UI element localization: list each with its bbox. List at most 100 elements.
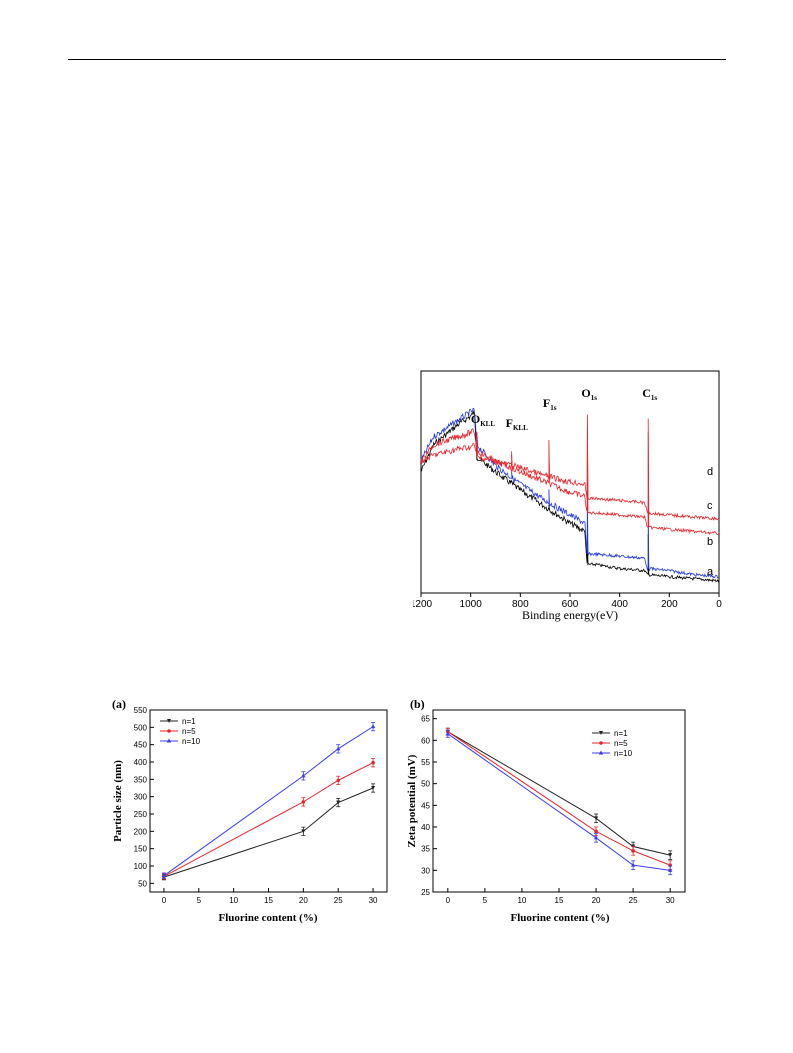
data-point: [371, 760, 375, 765]
data-point: [630, 862, 636, 867]
data-point: [161, 873, 167, 878]
data-point: [593, 835, 599, 840]
xps-series-b: [420, 407, 720, 579]
x-tick-label: 20: [592, 896, 601, 905]
xps-peak-orbital: 1s: [591, 394, 598, 402]
y-tick-label: 150: [134, 845, 148, 854]
xps-series-label-d: d: [707, 466, 713, 478]
x-tick-label: 5: [483, 896, 488, 905]
legend-label-n=10: n=10: [182, 737, 201, 746]
data-point: [167, 729, 171, 733]
legend-label-n=10: n=10: [614, 749, 633, 758]
xps-series-label-c: c: [707, 500, 713, 512]
y-tick-label: 250: [134, 810, 148, 819]
xps-peak-orbital: 1s: [550, 404, 557, 412]
particle-size-figure: (a) 0 5 10 15 20 25 30 50 100 150 200 250 300 350 400 4…: [108, 695, 398, 925]
data-point: [336, 746, 341, 751]
y-tick-label: 50: [421, 780, 430, 789]
x-tick-label: 5: [197, 896, 202, 905]
size-x-axis-label: Fluorine content (%): [219, 912, 318, 924]
data-point: [445, 731, 451, 736]
legend-label-n=5: n=5: [182, 727, 196, 736]
y-tick-label: 65: [421, 715, 430, 724]
x-tick-label: 25: [334, 896, 343, 905]
y-tick-label: 60: [421, 736, 430, 745]
xps-peak-orbital: KLL: [513, 424, 528, 432]
xps-peak-label: FKLL: [506, 416, 528, 432]
legend-label-n=1: n=1: [182, 717, 196, 726]
y-tick-label: 25: [421, 888, 430, 897]
x-tick-label: 10: [517, 896, 526, 905]
series-line-n=1: [163, 787, 374, 878]
xps-peak-element: C: [642, 386, 651, 400]
data-point: [594, 829, 598, 834]
series-line-n=1: [447, 731, 671, 856]
x-tick-label: 0: [446, 896, 451, 905]
xps-spectrum-figure: 120010008006004002000 OKLLFKLLF1sO1sC1s …: [410, 363, 729, 625]
xps-series-label-b: b: [707, 536, 713, 548]
series-line-n=5: [163, 762, 374, 877]
xps-x-tick-label: 400: [611, 599, 628, 610]
x-tick-label: 15: [264, 896, 273, 905]
y-tick-label: 350: [134, 775, 148, 784]
data-point: [336, 800, 341, 805]
zeta-potential-figure: (b) 0 5 10 15 20 25 30 25 30 35 40 45 50 55 60 65 n=1 n=…: [406, 695, 696, 925]
xps-peak-orbital: 1s: [651, 394, 658, 402]
xps-x-tick-label: 1000: [460, 599, 483, 610]
series-line-n=10: [447, 733, 671, 871]
y-tick-label: 300: [134, 793, 148, 802]
xps-x-tick-label: 800: [512, 599, 529, 610]
series-line-n=10: [163, 726, 374, 877]
size-y-axis-label: Particle size (nm): [112, 760, 124, 842]
xps-chart-svg: 120010008006004002000 OKLLFKLLF1sO1sC1s …: [410, 370, 722, 622]
xps-plot-frame: [420, 370, 720, 594]
y-tick-label: 500: [134, 723, 148, 732]
data-point: [166, 738, 172, 743]
y-tick-label: 45: [421, 801, 430, 810]
xps-peak-element: O: [581, 386, 590, 400]
zeta-plot-frame: [432, 709, 686, 893]
x-tick-label: 20: [299, 896, 308, 905]
legend-label-n=5: n=5: [614, 739, 628, 748]
y-tick-label: 550: [134, 706, 148, 715]
xps-x-axis-label: Binding energy(eV): [522, 608, 618, 622]
header-rule: [68, 59, 726, 60]
data-point: [370, 724, 376, 729]
y-tick-label: 50: [138, 879, 147, 888]
legend-label-n=1: n=1: [614, 729, 628, 738]
xps-series-d: [420, 414, 720, 521]
y-tick-label: 200: [134, 827, 148, 836]
zeta-x-axis-label: Fluorine content (%): [511, 912, 610, 924]
x-tick-label: 15: [555, 896, 564, 905]
x-tick-label: 25: [629, 896, 638, 905]
y-tick-label: 55: [421, 758, 430, 767]
data-point: [599, 731, 603, 735]
x-tick-label: 10: [229, 896, 238, 905]
data-point: [301, 773, 306, 778]
data-point: [167, 719, 171, 723]
xps-peak-label: F1s: [543, 396, 557, 412]
zeta-y-axis-label: Zeta potential (mV): [406, 754, 418, 847]
data-point: [599, 741, 603, 745]
y-tick-label: 35: [421, 845, 430, 854]
xps-x-tick-label: 200: [661, 599, 678, 610]
xps-x-tick-label: 1200: [413, 599, 433, 610]
x-tick-label: 0: [162, 896, 167, 905]
panel-label-a: (a): [112, 697, 126, 711]
data-point: [301, 800, 306, 804]
y-tick-label: 30: [421, 866, 430, 875]
series-line-n=5: [447, 731, 671, 866]
y-tick-label: 400: [134, 758, 148, 767]
x-tick-label: 30: [369, 896, 378, 905]
xps-x-tick-label: 600: [562, 599, 579, 610]
panel-label-b: (b): [410, 697, 425, 711]
data-point: [667, 867, 673, 872]
xps-x-tick-label: 0: [716, 599, 722, 610]
xps-peak-element: O: [471, 412, 480, 426]
y-tick-label: 450: [134, 741, 148, 750]
data-point: [631, 849, 635, 853]
data-point: [594, 816, 599, 821]
data-point: [336, 778, 341, 783]
xps-peak-label: C1s: [642, 386, 657, 402]
